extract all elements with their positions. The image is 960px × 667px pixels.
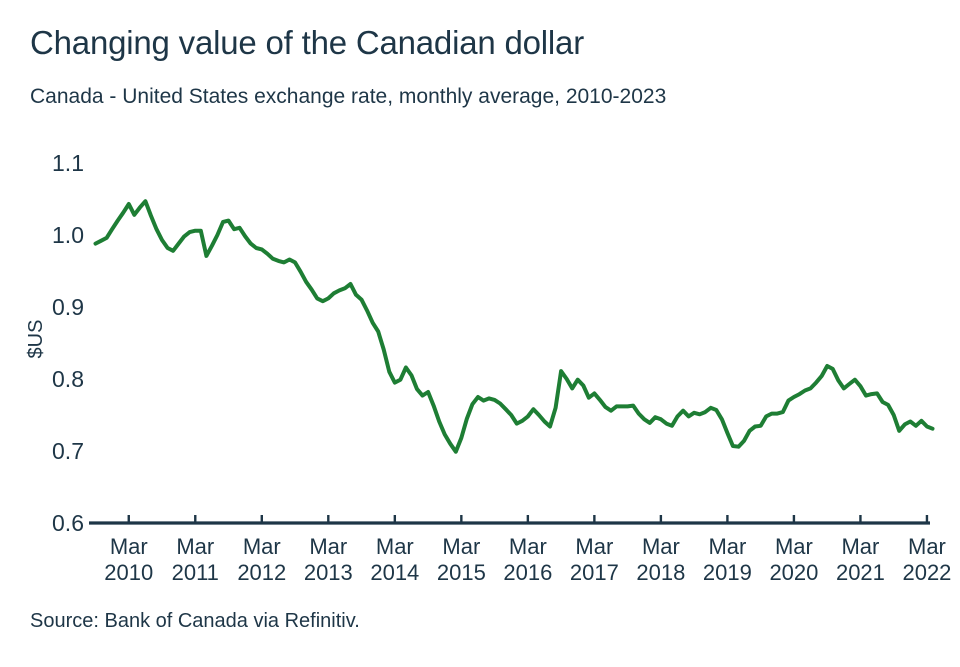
y-tick-label: 0.8 xyxy=(52,366,84,392)
page-subtitle: Canada - United States exchange rate, mo… xyxy=(30,85,667,108)
x-tick-label: Mar 2017 xyxy=(570,534,619,585)
y-tick-label: 0.6 xyxy=(52,510,84,536)
x-tick-label: Mar 2012 xyxy=(237,534,286,585)
y-tick-label: 0.7 xyxy=(52,438,84,464)
x-tick-label: Mar 2011 xyxy=(172,534,219,585)
x-tick-label: Mar 2018 xyxy=(636,534,685,585)
x-tick-label: Mar 2015 xyxy=(437,534,486,585)
y-tick-label: 1.1 xyxy=(52,150,84,176)
y-tick-label: 0.9 xyxy=(52,294,84,320)
exchange-rate-series-line xyxy=(93,199,935,454)
x-tick-label: Mar 2020 xyxy=(769,534,818,585)
x-tick-label: Mar 2016 xyxy=(503,534,552,585)
x-tick-label: Mar 2010 xyxy=(104,534,153,585)
x-tick-label: Mar 2013 xyxy=(304,534,353,585)
y-tick-label: 1.0 xyxy=(52,222,84,248)
x-tick-label: Mar 2022 xyxy=(902,534,951,585)
x-tick-label: Mar 2019 xyxy=(703,534,752,585)
page-title: Changing value of the Canadian dollar xyxy=(30,24,585,61)
source-note: Source: Bank of Canada via Refinitiv. xyxy=(30,610,360,632)
x-tick-label: Mar 2014 xyxy=(370,534,419,585)
x-tick-label: Mar 2021 xyxy=(836,534,885,585)
y-axis-title: $US xyxy=(25,320,47,359)
